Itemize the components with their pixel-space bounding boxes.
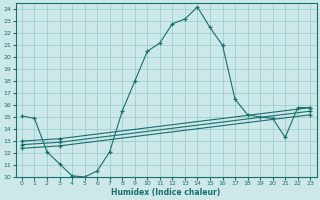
X-axis label: Humidex (Indice chaleur): Humidex (Indice chaleur) [111, 188, 221, 197]
